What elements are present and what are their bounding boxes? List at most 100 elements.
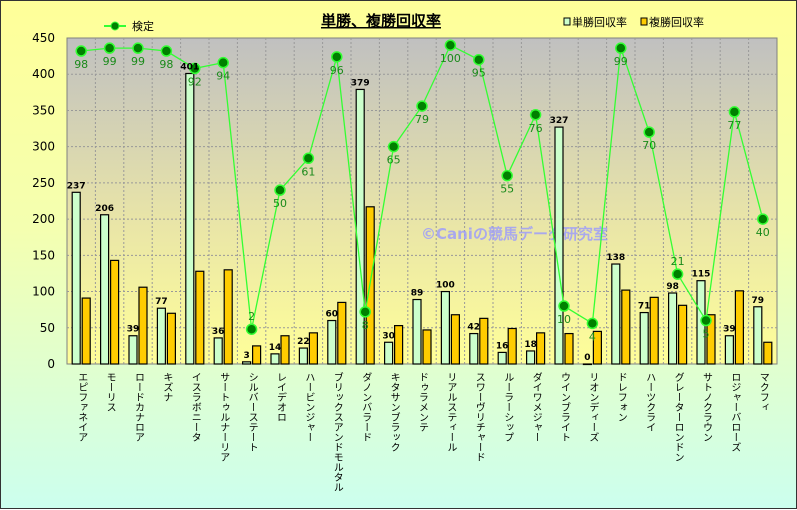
- data-label-kentei: 100: [440, 52, 461, 65]
- bar-fukusho: [592, 330, 603, 365]
- bar-fukusho: [507, 327, 517, 365]
- data-label-kentei: 76: [529, 122, 543, 135]
- point-kentei: [245, 323, 258, 335]
- x-tick-label: ダノンバラード: [360, 372, 372, 442]
- data-label-kentei: 21: [671, 255, 685, 268]
- x-tick-label: サートゥルナーリア: [218, 372, 230, 462]
- bar-fukusho: [138, 286, 148, 365]
- legend-marker-icon: [110, 21, 120, 31]
- x-tick-label: サトノクラウン: [701, 372, 713, 442]
- data-label-kentei: 2: [248, 310, 255, 323]
- bar-tansho: [270, 353, 280, 365]
- data-label-kentei: 70: [642, 139, 656, 152]
- legend-swatch-fukusho: [640, 17, 648, 26]
- data-label-kentei: 50: [273, 197, 287, 210]
- data-label-tansho: 71: [638, 302, 651, 312]
- chart-title: 単勝、複勝回収率: [321, 12, 441, 30]
- point-kentei: [757, 213, 769, 225]
- bar-tansho: [298, 347, 308, 365]
- legend-label-fukusho: 複勝回収率: [649, 15, 704, 29]
- data-label-tansho: 18: [524, 340, 537, 350]
- data-label-tansho: 401: [180, 62, 199, 72]
- x-tick-label: キズナ: [161, 372, 173, 402]
- data-label-tansho: 60: [326, 310, 339, 320]
- x-tick-label: ウインブライト: [559, 372, 571, 442]
- bar-fukusho: [252, 345, 262, 365]
- bar-tansho: [71, 191, 81, 365]
- data-label-tansho: 138: [606, 253, 625, 263]
- data-label-kentei: 10: [557, 313, 571, 326]
- y-tick-label: 400: [32, 67, 55, 81]
- point-kentei: [75, 45, 87, 57]
- data-label-tansho: 42: [468, 323, 481, 333]
- data-label-tansho: 237: [67, 181, 86, 191]
- bar-fukusho: [394, 325, 404, 365]
- bar-tansho: [99, 214, 110, 365]
- data-label-tansho: 379: [351, 78, 370, 88]
- watermark: ©Caniの競馬データ研究室: [421, 225, 608, 243]
- x-tick-label: ハーツクライ: [644, 372, 656, 432]
- point-kentei: [700, 314, 712, 327]
- data-label-tansho: 98: [666, 282, 679, 292]
- bar-fukusho: [223, 269, 233, 365]
- x-tick-label: ロジャーバローズ: [729, 372, 741, 452]
- bar-tansho: [156, 307, 166, 365]
- y-tick-label: 0: [47, 357, 55, 371]
- data-label-tansho: 79: [752, 296, 765, 306]
- x-tick-label: シルバーステート: [246, 372, 258, 452]
- point-kentei: [473, 53, 485, 66]
- point-kentei: [331, 51, 343, 63]
- x-tick-label: マクフィ: [757, 372, 768, 412]
- y-tick-label: 300: [32, 140, 55, 154]
- legend-label-kentei: 検定: [132, 19, 154, 33]
- data-label-kentei: 99: [131, 55, 145, 68]
- bar-fukusho: [81, 297, 91, 365]
- bar-tansho: [611, 263, 621, 365]
- x-tick-label: ハービンジャー: [303, 372, 315, 442]
- bar-fukusho: [763, 341, 773, 365]
- legend: 検定 単勝回収率 複勝回収率: [104, 15, 704, 33]
- data-label-tansho: 16: [496, 341, 509, 351]
- data-label-kentei: 98: [74, 58, 88, 71]
- point-kentei: [387, 140, 400, 153]
- bar-fukusho: [195, 270, 205, 365]
- bar-fukusho: [649, 296, 659, 365]
- data-label-kentei: 95: [472, 67, 486, 80]
- bar-tansho: [213, 337, 223, 365]
- bar-fukusho: [280, 335, 290, 365]
- x-tick-label: リオンディーズ: [587, 372, 599, 442]
- x-tick-label: スワーヴリチャード: [473, 372, 484, 462]
- point-kentei: [643, 126, 655, 138]
- bar-tansho: [582, 363, 593, 366]
- bar-tansho: [384, 341, 394, 365]
- data-label-tansho: 36: [212, 327, 225, 337]
- data-label-tansho: 22: [297, 337, 310, 347]
- x-tick-label: ルーラーシップ: [502, 372, 514, 442]
- bar-tansho: [667, 292, 678, 365]
- bar-tansho: [412, 298, 422, 365]
- x-tick-label: ダイワメジャー: [530, 372, 542, 442]
- y-tick-label: 200: [32, 212, 55, 226]
- x-tick-label: エピファネイア: [76, 372, 88, 442]
- point-kentei: [217, 56, 229, 69]
- x-tick-label: リアルスティール: [445, 372, 457, 452]
- bar-fukusho: [479, 317, 489, 365]
- x-tick-label: キタサンブラック: [388, 372, 400, 452]
- data-label-kentei: 40: [756, 226, 770, 239]
- point-kentei: [274, 184, 286, 196]
- data-label-kentei: 65: [387, 154, 401, 167]
- bar-fukusho: [734, 290, 745, 365]
- x-tick-label: ドゥラメンテ: [417, 372, 428, 432]
- data-label-kentei: 99: [614, 55, 628, 68]
- data-label-tansho: 3: [243, 351, 249, 361]
- point-kentei: [615, 42, 627, 54]
- data-label-tansho: 0: [584, 353, 590, 363]
- data-label-tansho: 100: [436, 281, 455, 291]
- legend-label-tansho: 単勝回収率: [572, 15, 627, 29]
- bar-tansho: [469, 332, 479, 365]
- point-kentei: [444, 39, 457, 51]
- point-kentei: [529, 109, 542, 121]
- bar-tansho: [554, 126, 564, 365]
